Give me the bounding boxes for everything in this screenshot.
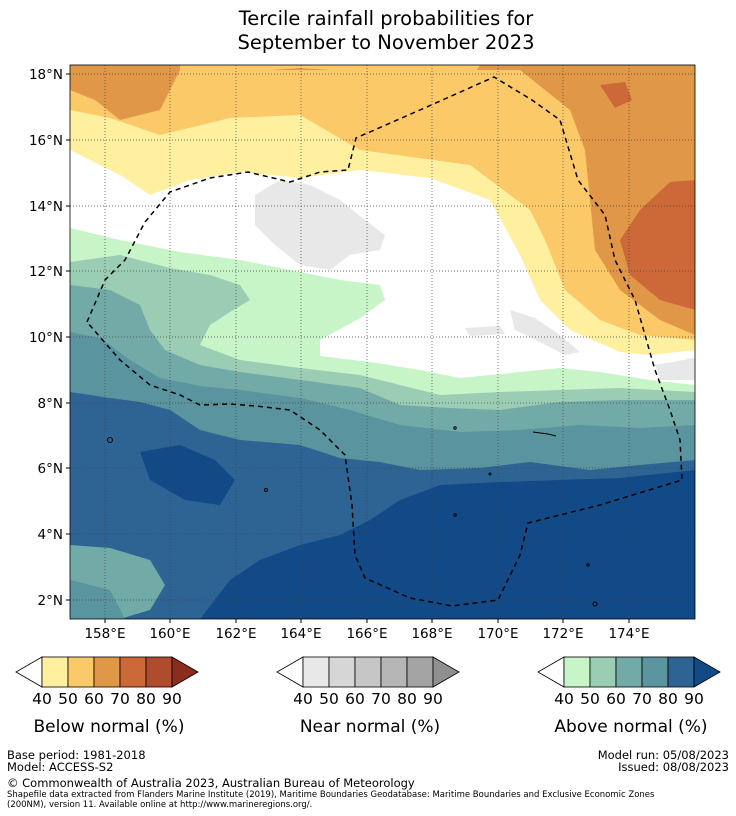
title-line-2: September to November 2023: [237, 31, 535, 54]
above-color-swatch: [615, 656, 643, 688]
below-normal-60-region: [70, 65, 695, 335]
near-normal-colorbar: [276, 656, 460, 688]
below-upper-extend: [171, 656, 199, 688]
lon-label: 168°E: [411, 626, 452, 642]
near-tick-label: 80: [397, 690, 417, 708]
below-tick-label: 90: [162, 690, 182, 708]
near-normal-40-region-d: [655, 358, 695, 380]
model-name: Model: ACCESS-S2: [7, 760, 114, 774]
near-color-swatch: [406, 656, 434, 688]
lat-label: 18°N: [29, 67, 63, 83]
near-normal-ticks: 40 50 60 70 80 90: [275, 690, 465, 710]
below-normal-colorbar: [15, 656, 199, 688]
issued-date: Issued: 08/08/2023: [618, 760, 729, 774]
title-line-1: Tercile rainfall probabilities for: [238, 7, 534, 30]
above-normal-label: Above normal (%): [554, 717, 708, 737]
above-tick-label: 80: [658, 690, 678, 708]
lat-label: 2°N: [38, 593, 63, 609]
island-outlines: [107, 426, 598, 607]
above-normal-90-region-b: [140, 445, 235, 505]
above-normal-70-region-sw: [70, 580, 125, 619]
below-lower-extend: [15, 656, 43, 688]
graticule: [70, 65, 695, 619]
lat-label: 16°N: [29, 133, 63, 149]
above-tick-label: 60: [606, 690, 626, 708]
lon-label: 174°E: [608, 626, 649, 642]
lat-label: 12°N: [29, 264, 63, 280]
lon-label: 158°E: [84, 626, 125, 642]
near-normal-40-region-c: [465, 326, 505, 336]
tick-marks: [66, 73, 630, 623]
above-color-swatch: [667, 656, 695, 688]
near-normal-40-region-b: [510, 310, 580, 355]
near-normal-label: Near normal (%): [299, 717, 441, 737]
above-normal-90-region: [200, 470, 695, 619]
lat-label: 14°N: [29, 199, 63, 215]
below-color-swatch: [93, 656, 121, 688]
copyright-text: © Commonwealth of Australia 2023, Austra…: [7, 776, 415, 790]
near-tick-label: 60: [345, 690, 365, 708]
below-normal-label: Below normal (%): [33, 717, 185, 737]
near-color-swatch: [302, 656, 330, 688]
map-title: Tercile rainfall probabilities for Septe…: [0, 7, 736, 55]
below-color-swatch: [41, 656, 69, 688]
lon-label: 160°E: [149, 626, 190, 642]
below-tick-label: 60: [84, 690, 104, 708]
near-color-swatch: [380, 656, 408, 688]
above-tick-label: 70: [632, 690, 652, 708]
base-period: Base period: 1981-2018: [7, 748, 146, 762]
below-normal-ticks: 40 50 60 70 80 90: [14, 690, 204, 710]
below-normal-70-region: [620, 180, 695, 310]
shapefile-credit-1: Shapefile data extracted from Flanders M…: [7, 790, 655, 800]
below-color-swatch: [119, 656, 147, 688]
shapefile-credit-2: (200NM), version 11. Available online at…: [7, 800, 313, 810]
near-tick-label: 90: [423, 690, 443, 708]
lon-label: 162°E: [215, 626, 256, 642]
above-color-swatch: [563, 656, 591, 688]
near-lower-extend: [276, 656, 304, 688]
above-color-swatch: [641, 656, 669, 688]
above-normal-legend: 40 50 60 70 80 90 Above normal (%): [536, 655, 726, 741]
rainfall-probability-map: 18°N 16°N 14°N 12°N 10°N 8°N 6°N 4°N 2°N…: [29, 64, 696, 642]
near-tick-label: 40: [293, 690, 313, 708]
near-tick-label: 50: [319, 690, 339, 708]
below-tick-label: 80: [136, 690, 156, 708]
lon-label: 172°E: [542, 626, 583, 642]
above-lower-extend: [537, 656, 565, 688]
near-normal-legend: 40 50 60 70 80 90 Near normal (%): [275, 655, 465, 741]
near-normal-40-region: [255, 180, 385, 270]
near-color-swatch: [328, 656, 356, 688]
lat-label: 4°N: [38, 527, 63, 543]
below-tick-label: 70: [110, 690, 130, 708]
below-normal-60-region-b: [180, 65, 480, 80]
above-upper-extend: [693, 656, 721, 688]
lat-label: 10°N: [29, 330, 63, 346]
below-color-swatch: [67, 656, 95, 688]
below-tick-label: 50: [58, 690, 78, 708]
model-run: Model run: 05/08/2023: [597, 748, 729, 762]
below-normal-50-region: [70, 65, 695, 340]
below-normal-legend: 40 50 60 70 80 90 Below normal (%): [14, 655, 204, 741]
lon-label: 164°E: [280, 626, 321, 642]
below-normal-70-region-b: [600, 82, 632, 108]
above-normal-colorbar: [537, 656, 721, 688]
lon-label: 170°E: [477, 626, 518, 642]
lat-label: 6°N: [38, 461, 63, 477]
below-tick-label: 40: [32, 690, 52, 708]
below-color-swatch: [145, 656, 173, 688]
white-gap-region: [600, 350, 695, 362]
plot-frame: [69, 64, 696, 620]
above-color-swatch: [589, 656, 617, 688]
above-tick-label: 90: [684, 690, 704, 708]
lat-label: 8°N: [38, 396, 63, 412]
lon-label: 166°E: [346, 626, 387, 642]
eez-boundary: [86, 76, 683, 607]
above-tick-label: 40: [554, 690, 574, 708]
near-color-swatch: [354, 656, 382, 688]
near-upper-extend: [432, 656, 460, 688]
above-tick-label: 50: [580, 690, 600, 708]
above-normal-ticks: 40 50 60 70 80 90: [536, 690, 726, 710]
near-tick-label: 70: [371, 690, 391, 708]
